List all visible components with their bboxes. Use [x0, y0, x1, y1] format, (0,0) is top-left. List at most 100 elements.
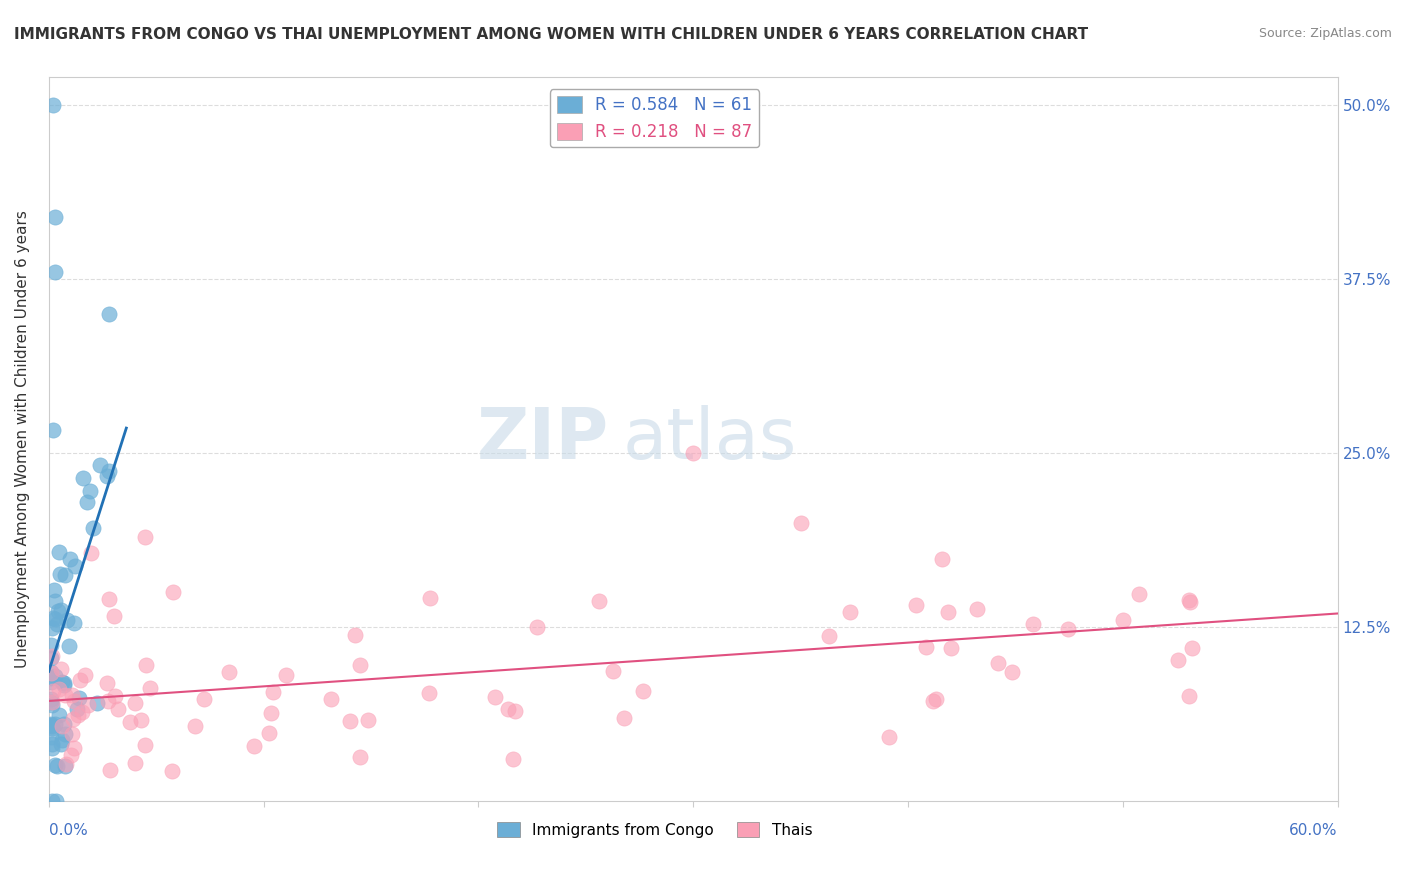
Point: [588, 594, 610, 608]
Point: [39, 665, 62, 679]
Point: [53, 676, 76, 690]
Point: [124, 697, 146, 711]
Point: [138, 681, 160, 695]
Point: [818, 629, 841, 643]
Point: [39, 691, 62, 706]
Point: [69, 691, 91, 706]
Point: [82, 521, 104, 535]
Point: [41, 721, 63, 735]
Point: [60, 727, 83, 741]
Point: [922, 694, 945, 708]
Point: [56, 613, 79, 627]
Point: [63, 740, 86, 755]
Point: [914, 640, 936, 655]
Text: Source: ZipAtlas.com: Source: ZipAtlas.com: [1258, 27, 1392, 40]
Legend: Immigrants from Congo, Thais: Immigrants from Congo, Thais: [491, 815, 818, 844]
Point: [62, 712, 84, 726]
Point: [44, 265, 66, 279]
Point: [925, 691, 948, 706]
Point: [496, 702, 519, 716]
Point: [42, 684, 65, 698]
Point: [262, 685, 284, 699]
Point: [118, 715, 141, 730]
Point: [53, 688, 76, 702]
Point: [502, 752, 524, 766]
Point: [218, 665, 240, 679]
Point: [59, 551, 82, 566]
Point: [602, 664, 624, 678]
Point: [73, 668, 96, 682]
Point: [53, 759, 76, 773]
Point: [1022, 617, 1045, 632]
Point: [838, 605, 860, 619]
Point: [80, 546, 103, 560]
Point: [931, 552, 953, 566]
Point: [46, 759, 69, 773]
Point: [135, 657, 157, 672]
Point: [41, 719, 63, 733]
Point: [260, 706, 283, 721]
Point: [107, 701, 129, 715]
Text: 0.0%: 0.0%: [49, 822, 87, 838]
Point: [44, 612, 66, 626]
Point: [96, 468, 118, 483]
Point: [53, 678, 76, 692]
Point: [987, 657, 1010, 671]
Point: [39, 731, 62, 745]
Point: [936, 605, 959, 619]
Text: IMMIGRANTS FROM CONGO VS THAI UNEMPLOYMENT AMONG WOMEN WITH CHILDREN UNDER 6 YEA: IMMIGRANTS FROM CONGO VS THAI UNEMPLOYME…: [14, 27, 1088, 42]
Point: [1056, 622, 1078, 636]
Point: [51, 603, 73, 617]
Point: [877, 730, 900, 744]
Point: [41, 737, 63, 751]
Point: [49, 737, 72, 751]
Point: [76, 495, 98, 509]
Point: [344, 628, 367, 642]
Point: [39, 666, 62, 681]
Point: [48, 708, 70, 723]
Point: [44, 669, 66, 683]
Point: [905, 598, 928, 612]
Point: [162, 585, 184, 599]
Text: atlas: atlas: [623, 405, 797, 474]
Point: [1177, 689, 1199, 703]
Point: [1112, 613, 1135, 627]
Point: [97, 694, 120, 708]
Point: [48, 545, 70, 559]
Point: [77, 698, 100, 713]
Point: [39, 651, 62, 665]
Point: [44, 794, 66, 808]
Point: [45, 617, 67, 632]
Point: [72, 471, 94, 485]
Point: [257, 726, 280, 740]
Point: [51, 662, 73, 676]
Point: [48, 604, 70, 618]
Point: [53, 716, 76, 731]
Point: [42, 98, 65, 112]
Point: [66, 702, 89, 716]
Point: [49, 566, 72, 581]
Point: [357, 713, 380, 727]
Point: [79, 484, 101, 499]
Point: [349, 657, 371, 672]
Point: [62, 694, 84, 708]
Point: [39, 718, 62, 732]
Point: [44, 757, 66, 772]
Point: [44, 717, 66, 731]
Point: [97, 592, 120, 607]
Point: [41, 423, 63, 437]
Text: 60.0%: 60.0%: [1289, 822, 1337, 838]
Point: [66, 707, 89, 722]
Point: [243, 739, 266, 753]
Point: [682, 446, 704, 460]
Point: [526, 619, 548, 633]
Point: [51, 733, 73, 747]
Point: [1128, 587, 1150, 601]
Text: ZIP: ZIP: [477, 405, 609, 474]
Point: [100, 763, 122, 777]
Point: [104, 689, 127, 703]
Point: [484, 690, 506, 704]
Point: [96, 676, 118, 690]
Point: [131, 713, 153, 727]
Point: [48, 682, 70, 697]
